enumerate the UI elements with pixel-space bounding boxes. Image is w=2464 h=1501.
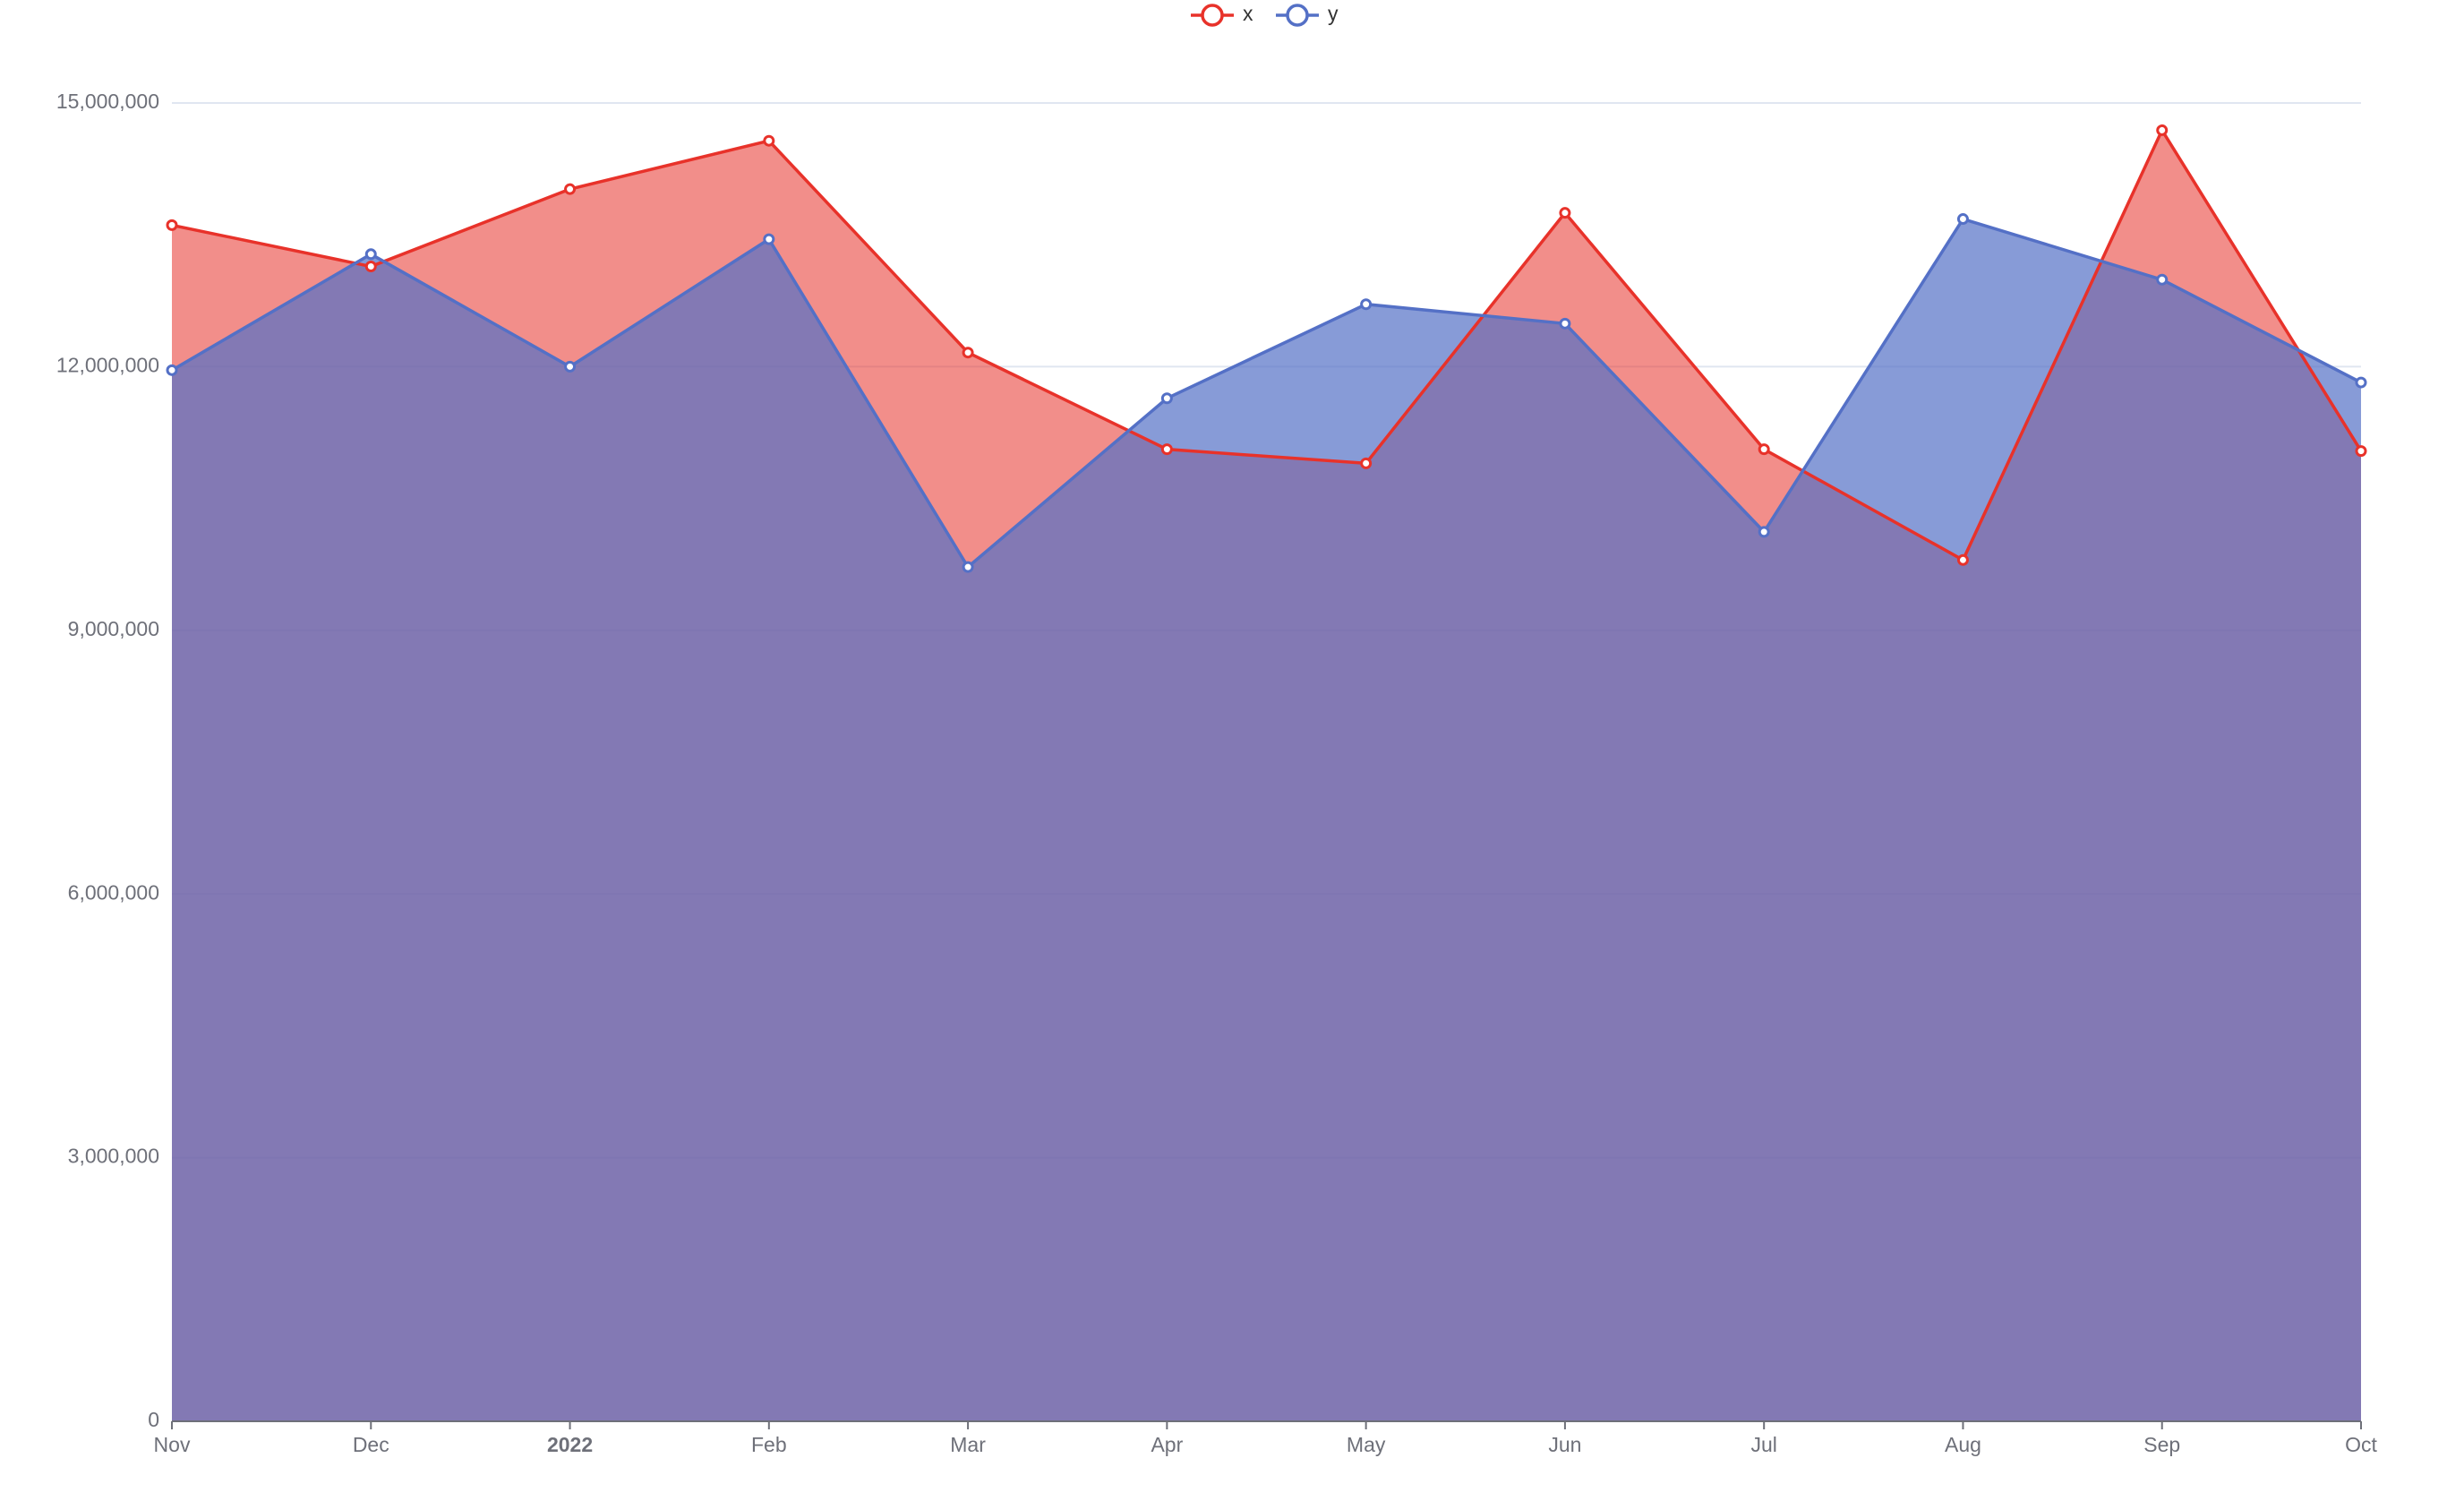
legend-label: x (1243, 2, 1253, 25)
x-tick-label: Sep (2143, 1433, 2180, 1456)
x-tick-label: Feb (751, 1433, 787, 1456)
point (1160, 392, 1173, 405)
point (1559, 317, 1571, 330)
point (564, 360, 577, 373)
point (364, 248, 377, 261)
x-tick-label: Jul (1750, 1433, 1776, 1456)
y-tick-label: 0 (148, 1408, 159, 1431)
point (1160, 443, 1173, 456)
x-tick-label: Nov (154, 1433, 191, 1456)
x-tick-label: May (1347, 1433, 1386, 1456)
point (2156, 124, 2169, 136)
point (2156, 273, 2169, 286)
point (962, 561, 974, 573)
point (2355, 445, 2367, 458)
point (1360, 457, 1373, 469)
area (172, 219, 2361, 1421)
point (2355, 376, 2367, 389)
point (1956, 213, 1969, 226)
point (1360, 298, 1373, 311)
x-tick-label: Mar (950, 1433, 986, 1456)
x-tick-label: Dec (353, 1433, 389, 1456)
point (364, 261, 377, 273)
point (1559, 207, 1571, 219)
line (171, 217, 2362, 570)
x-tick-label: Apr (1151, 1433, 1183, 1456)
x-tick-label: Oct (2345, 1433, 2377, 1456)
point (1758, 526, 1770, 538)
y-tick-label: 6,000,000 (68, 880, 159, 904)
point (763, 233, 775, 245)
legend-marker (1201, 4, 1224, 27)
point (763, 134, 775, 147)
legend-label: y (1328, 2, 1339, 25)
point (564, 183, 577, 195)
point (1956, 553, 1969, 566)
x-tick-label: Jun (1548, 1433, 1581, 1456)
point (1758, 443, 1770, 456)
legend-marker (1286, 4, 1309, 27)
line (171, 126, 2363, 562)
x-tick-label: Aug (1945, 1433, 1981, 1456)
y-tick-label: 9,000,000 (68, 617, 159, 640)
point (166, 219, 178, 231)
x-tick-label: 2022 (547, 1433, 593, 1456)
point (166, 364, 178, 376)
point (962, 347, 974, 359)
y-tick-label: 3,000,000 (68, 1145, 159, 1168)
y-tick-label: 15,000,000 (56, 90, 159, 113)
y-tick-label: 12,000,000 (56, 353, 159, 376)
